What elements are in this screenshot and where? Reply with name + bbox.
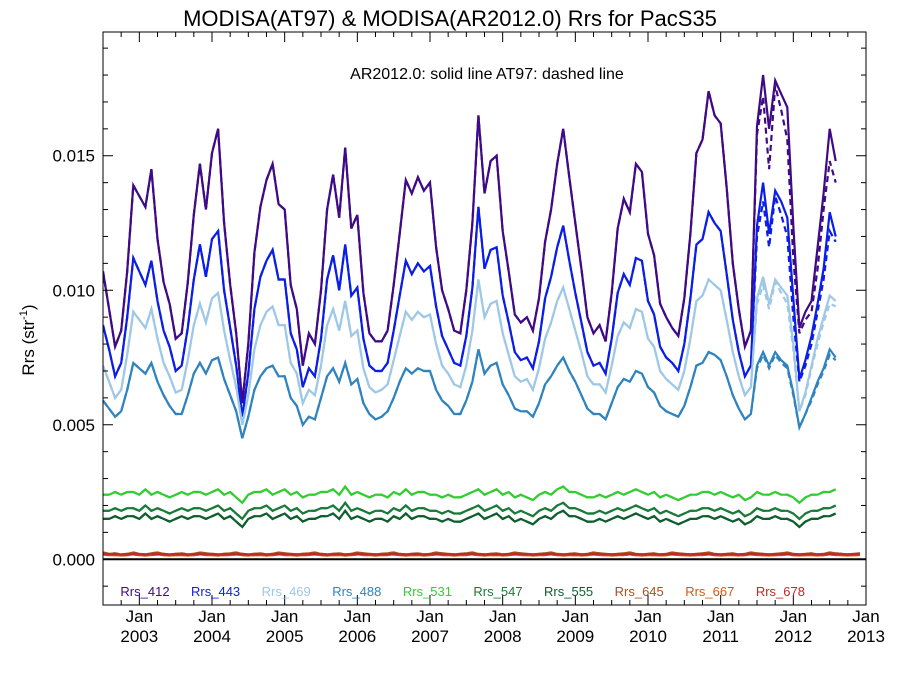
- x-tick-label-month: Jan: [416, 607, 443, 626]
- x-tick-label-year: 2008: [484, 627, 522, 646]
- series-line-rrs-443-ar2012: [103, 182, 837, 417]
- x-tick-label-year: 2013: [847, 627, 885, 646]
- x-tick-label-year: 2011: [702, 627, 739, 646]
- series-lines: [103, 74, 866, 561]
- legend-entry-rrs-531: Rrs_531: [403, 584, 452, 599]
- y-tick-label: 0.015: [52, 147, 95, 166]
- line-style-annotation: AR2012.0: solid line AT97: dashed line: [350, 66, 624, 83]
- y-tick-label: 0.010: [52, 281, 95, 300]
- legend: Rrs_412 Rrs_443 Rrs_469 Rrs_488 Rrs_531 Rrs_5…: [120, 584, 805, 599]
- x-tick-label-month: Jan: [707, 607, 734, 626]
- legend-entry-rrs-678: Rrs_678: [756, 584, 805, 599]
- x-tick-label-year: 2004: [193, 627, 231, 646]
- legend-entry-rrs-469: Rrs_469: [262, 584, 311, 599]
- x-tick-label-month: Jan: [562, 607, 589, 626]
- x-tick-label-month: Jan: [126, 607, 153, 626]
- x-tick-label-year: 2007: [411, 627, 449, 646]
- legend-entry-rrs-645: Rrs_645: [615, 584, 664, 599]
- legend-entry-rrs-443: Rrs_443: [191, 584, 240, 599]
- x-tick-label-year: 2006: [338, 627, 376, 646]
- series-line-rrs-531-ar2012: [103, 484, 837, 505]
- x-tick-label-month: Jan: [489, 607, 516, 626]
- axes: 0.0000.0050.0100.015Jan2003Jan2004Jan200…: [52, 31, 885, 646]
- y-axis-label-close: ): [19, 304, 38, 310]
- legend-entry-rrs-488: Rrs_488: [332, 584, 381, 599]
- series-line-rrs-412-ar2012: [103, 74, 837, 404]
- y-axis-label: Rrs (str-1): [18, 304, 38, 375]
- x-tick-label-year: 2012: [774, 627, 812, 646]
- y-tick-label: 0.000: [52, 550, 95, 569]
- x-tick-label-month: Jan: [634, 607, 661, 626]
- x-tick-label-year: 2009: [556, 627, 594, 646]
- legend-entry-rrs-547: Rrs_547: [473, 584, 522, 599]
- y-axis-label-text: Rrs (str: [19, 320, 38, 376]
- legend-entry-rrs-667: Rrs_667: [685, 584, 734, 599]
- series-line-rrs-678-ar2012: [103, 552, 860, 556]
- legend-entry-rrs-555: Rrs_555: [544, 584, 593, 599]
- x-tick-label-month: Jan: [271, 607, 298, 626]
- x-tick-label-month: Jan: [852, 607, 879, 626]
- x-tick-label-month: Jan: [198, 607, 225, 626]
- x-tick-label-year: 2003: [120, 627, 158, 646]
- x-tick-label-month: Jan: [344, 607, 371, 626]
- x-tick-label-year: 2005: [266, 627, 304, 646]
- x-tick-label-year: 2010: [629, 627, 667, 646]
- legend-entry-rrs-412: Rrs_412: [120, 584, 169, 599]
- y-tick-label: 0.005: [52, 416, 95, 435]
- x-tick-label-month: Jan: [780, 607, 807, 626]
- y-axis-label-superscript: -1: [18, 310, 30, 320]
- series-line-rrs-547-ar2012: [103, 500, 837, 521]
- series-line-rrs-469-ar2012: [103, 276, 837, 426]
- chart-title: MODISA(AT97) & MODISA(AR2012.0) Rrs for …: [183, 6, 717, 31]
- series-line-rrs-488-ar2012: [103, 347, 837, 439]
- series-line-rrs-555-ar2012: [103, 508, 837, 529]
